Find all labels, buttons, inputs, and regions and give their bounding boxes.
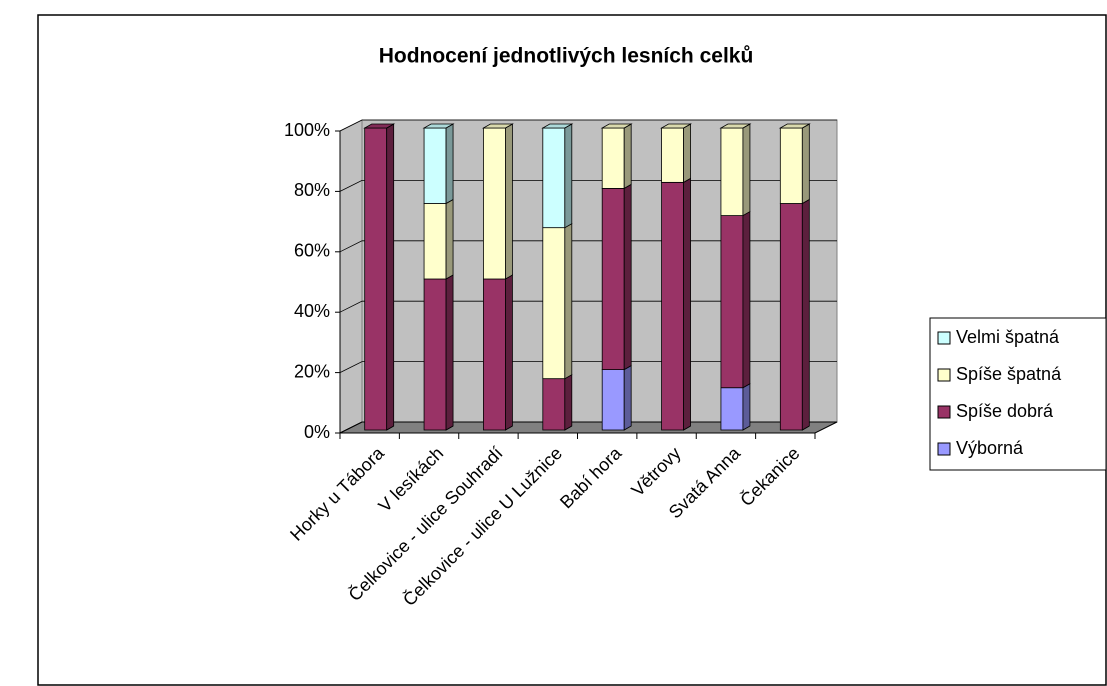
bar-segment-side xyxy=(683,177,691,431)
bar-segment-side xyxy=(445,274,454,431)
bar-segment xyxy=(601,369,625,431)
floor xyxy=(339,421,838,434)
bar-segment xyxy=(483,127,506,280)
bar-segment-side xyxy=(742,210,751,389)
bar-segment xyxy=(720,387,744,431)
bar-segment-side xyxy=(445,123,454,205)
bar-segment-side xyxy=(505,123,513,280)
legend-swatch xyxy=(937,331,951,345)
bar-segment xyxy=(542,127,566,229)
y-tick-label: 100% xyxy=(284,120,330,140)
grid-line xyxy=(339,119,837,132)
bar-segment-side xyxy=(445,198,454,280)
legend-swatch xyxy=(937,405,951,419)
legend-label: Velmi špatná xyxy=(956,327,1060,347)
y-tick-label: 20% xyxy=(294,361,330,381)
bar-segment xyxy=(542,227,566,380)
legend-label: Výborná xyxy=(956,438,1024,458)
bar-top xyxy=(541,123,574,129)
bar-segment xyxy=(779,127,803,204)
bar-segment xyxy=(542,378,566,431)
bar-top xyxy=(660,123,693,129)
bar-segment-side xyxy=(505,274,513,431)
bar-top xyxy=(363,123,396,129)
bar-segment-side xyxy=(564,123,573,229)
y-tick-label: 0% xyxy=(304,422,330,442)
bar-segment-side xyxy=(564,222,573,380)
y-tick-label: 80% xyxy=(294,180,330,200)
bar-segment-side xyxy=(683,123,691,184)
bar-segment xyxy=(661,181,684,431)
bar-segment xyxy=(423,278,447,431)
bar-segment xyxy=(601,127,625,189)
bar-segment-side xyxy=(564,373,573,431)
side-wall xyxy=(339,119,363,434)
bar-segment xyxy=(364,127,388,431)
chart-title: Hodnocení jednotlivých lesních celků xyxy=(379,45,754,68)
bar-segment xyxy=(720,127,744,216)
legend-box xyxy=(929,317,1107,471)
bar-segment-side xyxy=(801,123,810,205)
bar-segment xyxy=(779,203,803,431)
bar-segment-side xyxy=(801,198,810,431)
bar-top xyxy=(600,123,633,129)
legend-label: Spíše dobrá xyxy=(956,401,1054,421)
bar-segment xyxy=(483,278,506,431)
bar-segment xyxy=(720,215,744,389)
bar-segment-side xyxy=(623,183,632,371)
bar-segment-side xyxy=(742,123,751,217)
bar-segment xyxy=(423,127,447,204)
y-tick-label: 60% xyxy=(294,241,330,261)
bar-segment-side xyxy=(623,123,632,190)
bar-segment xyxy=(423,203,447,280)
bar-top xyxy=(422,123,455,129)
bar-top xyxy=(481,123,514,129)
bar-segment-side xyxy=(623,364,632,431)
bar-segment-side xyxy=(386,123,395,431)
legend-swatch xyxy=(937,442,951,456)
bar-top xyxy=(778,123,811,129)
bar-segment-side xyxy=(742,383,751,431)
legend-swatch xyxy=(937,368,951,382)
bar-top xyxy=(719,123,752,129)
bar-segment xyxy=(601,187,625,370)
legend-label: Spíše špatná xyxy=(956,364,1062,384)
bar-segment xyxy=(661,127,684,183)
y-tick-label: 40% xyxy=(294,301,330,321)
